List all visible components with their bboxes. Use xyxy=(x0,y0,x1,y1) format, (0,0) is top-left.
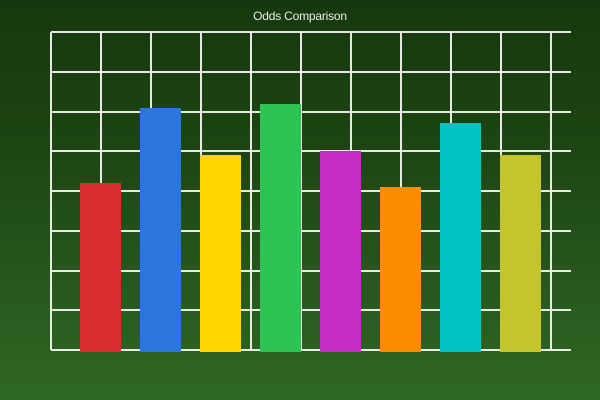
bar xyxy=(260,103,301,352)
bar xyxy=(500,155,541,352)
grid-line-horizontal xyxy=(51,111,571,113)
bar xyxy=(380,187,421,352)
grid-line-vertical xyxy=(550,32,552,350)
bar xyxy=(440,123,481,352)
grid-line-vertical xyxy=(50,32,52,350)
bar xyxy=(80,183,121,352)
grid-line-vertical xyxy=(300,32,302,350)
grid-line-horizontal xyxy=(51,270,571,272)
bar xyxy=(140,107,181,352)
chart-title: Odds Comparison xyxy=(253,9,347,23)
plot-area xyxy=(50,31,571,352)
grid-line-horizontal xyxy=(51,71,571,73)
bar xyxy=(200,155,241,352)
bar xyxy=(320,151,361,352)
grid-line-horizontal xyxy=(51,230,571,232)
grid-line-horizontal xyxy=(51,190,571,192)
grid-line-horizontal xyxy=(51,349,571,351)
grid-line-horizontal xyxy=(51,309,571,311)
grid-line-horizontal xyxy=(51,31,571,33)
grid-line-horizontal xyxy=(51,150,571,152)
grid-line-vertical xyxy=(250,32,252,350)
